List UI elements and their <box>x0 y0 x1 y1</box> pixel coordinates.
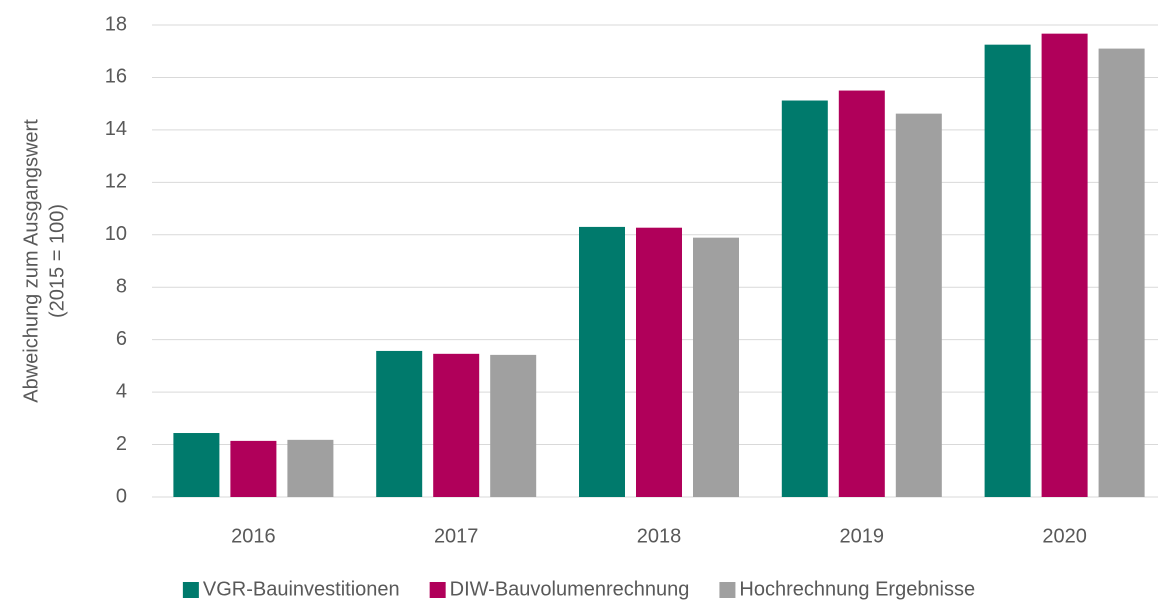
y-tick-label: 12 <box>105 171 127 193</box>
y-tick-label: 14 <box>105 118 127 140</box>
bar <box>173 433 220 497</box>
y-axis-label: Abweichung zum Ausgangswert <box>20 119 42 403</box>
bar <box>693 237 739 497</box>
x-tick-label: 2017 <box>434 525 479 547</box>
bar <box>230 440 277 497</box>
bar <box>781 100 828 498</box>
bar <box>984 44 1031 498</box>
y-tick-label: 16 <box>105 66 127 88</box>
y-tick-label: 6 <box>116 328 127 350</box>
y-axis-label: (2015 = 100) <box>46 204 68 318</box>
x-tick-label: 2020 <box>1042 525 1087 547</box>
bar <box>490 354 537 497</box>
x-tick-label: 2018 <box>637 525 682 547</box>
y-tick-label: 4 <box>116 380 127 402</box>
x-tick-label: 2016 <box>231 525 276 547</box>
bar <box>287 439 334 497</box>
bar <box>1098 48 1145 497</box>
legend-swatch <box>429 582 446 598</box>
legend-label: Hochrechnung Ergebnisse <box>739 578 975 600</box>
legend-swatch <box>719 582 736 598</box>
legend-swatch <box>182 582 199 598</box>
y-tick-label: 18 <box>105 13 127 35</box>
x-tick-label: 2019 <box>840 525 885 547</box>
legend-label: VGR-Bauinvestitionen <box>203 578 400 600</box>
y-tick-label: 0 <box>116 485 127 507</box>
y-tick-label: 8 <box>116 276 127 298</box>
y-tick-label: 10 <box>105 223 127 245</box>
bar <box>636 227 682 497</box>
bar <box>376 350 423 497</box>
legend-label: DIW-Bauvolumenrechnung <box>450 578 690 600</box>
bar <box>1041 33 1088 498</box>
bar <box>579 226 625 497</box>
bar <box>838 90 885 498</box>
bar <box>895 113 942 498</box>
y-tick-label: 2 <box>116 433 127 455</box>
bar <box>433 353 480 497</box>
